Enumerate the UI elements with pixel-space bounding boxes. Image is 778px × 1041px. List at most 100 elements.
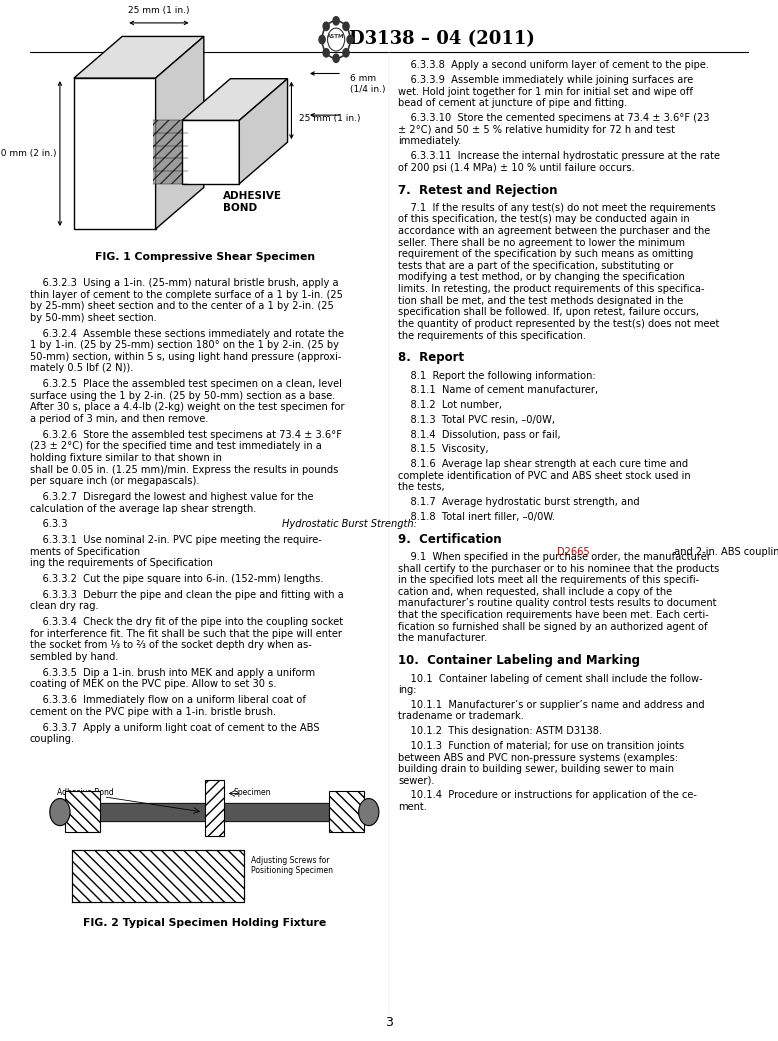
Text: complete identification of PVC and ABS sheet stock used in: complete identification of PVC and ABS s… [398, 471, 691, 481]
Text: 8.1.3  Total PVC resin, –0/0W,: 8.1.3 Total PVC resin, –0/0W, [398, 415, 555, 425]
Text: the quantity of product represented by the test(s) does not meet: the quantity of product represented by t… [398, 319, 720, 329]
Circle shape [343, 22, 349, 30]
Text: 6.3.2.6  Store the assembled test specimens at 73.4 ± 3.6°F: 6.3.2.6 Store the assembled test specime… [30, 430, 342, 439]
Text: a period of 3 min, and then remove.: a period of 3 min, and then remove. [30, 414, 208, 424]
Text: cement on the PVC pipe with a 1-in. bristle brush.: cement on the PVC pipe with a 1-in. bris… [30, 707, 275, 717]
Polygon shape [153, 121, 188, 183]
Text: 9.  Certification: 9. Certification [398, 533, 502, 545]
Text: Hydrostatic Burst Strength:: Hydrostatic Burst Strength: [282, 519, 417, 529]
Text: Specimen: Specimen [233, 788, 272, 797]
Circle shape [323, 49, 329, 57]
Polygon shape [329, 790, 364, 832]
Text: 8.1.6  Average lap shear strength at each cure time and: 8.1.6 Average lap shear strength at each… [398, 459, 689, 469]
Text: 6.3.3.2  Cut the pipe square into 6-in. (152-mm) lengths.: 6.3.3.2 Cut the pipe square into 6-in. (… [30, 574, 323, 584]
Text: 6.3.2.4  Assemble these sections immediately and rotate the: 6.3.2.4 Assemble these sections immediat… [30, 329, 344, 338]
Text: ments of Specification: ments of Specification [30, 547, 143, 557]
Text: 9.1  When specified in the purchase order, the manufacturer: 9.1 When specified in the purchase order… [398, 552, 711, 562]
Text: 8.1.5  Viscosity,: 8.1.5 Viscosity, [398, 445, 489, 454]
Text: 7.1  If the results of any test(s) do not meet the requirements: 7.1 If the results of any test(s) do not… [398, 203, 716, 212]
Polygon shape [65, 790, 100, 832]
Polygon shape [240, 79, 288, 183]
Text: coating of MEK on the PVC pipe. Allow to set 30 s.: coating of MEK on the PVC pipe. Allow to… [30, 680, 276, 689]
Text: thin layer of cement to the complete surface of a 1 by 1-in. (25: thin layer of cement to the complete sur… [30, 289, 342, 300]
Text: that the specification requirements have been met. Each certi-: that the specification requirements have… [398, 610, 710, 620]
Circle shape [323, 22, 329, 30]
Text: 6.3.3.3  Deburr the pipe and clean the pipe and fitting with a: 6.3.3.3 Deburr the pipe and clean the pi… [30, 590, 343, 600]
Text: 6.3.3.6  Immediately flow on a uniform liberal coat of: 6.3.3.6 Immediately flow on a uniform li… [30, 695, 306, 705]
Text: 8.1.7  Average hydrostatic burst strength, and: 8.1.7 Average hydrostatic burst strength… [398, 497, 640, 507]
Text: 6.3.3.10  Store the cemented specimens at 73.4 ± 3.6°F (23: 6.3.3.10 Store the cemented specimens at… [398, 113, 710, 123]
Text: 6.3.3.5  Dip a 1-in. brush into MEK and apply a uniform: 6.3.3.5 Dip a 1-in. brush into MEK and a… [30, 668, 314, 678]
Text: requirement of the specification by such means as omitting: requirement of the specification by such… [398, 249, 694, 259]
Text: 10.  Container Labeling and Marking: 10. Container Labeling and Marking [398, 654, 640, 667]
Text: 6.3.2.5  Place the assembled test specimen on a clean, level: 6.3.2.5 Place the assembled test specime… [30, 379, 342, 389]
Text: between ABS and PVC non-pressure systems (examples:: between ABS and PVC non-pressure systems… [398, 753, 678, 762]
Text: 8.1.1  Name of cement manufacturer,: 8.1.1 Name of cement manufacturer, [398, 385, 598, 396]
Text: per square inch (or megapascals).: per square inch (or megapascals). [30, 476, 199, 486]
Text: 8.1.2  Lot number,: 8.1.2 Lot number, [398, 400, 503, 410]
Text: ADHESIVE
BOND: ADHESIVE BOND [223, 192, 282, 212]
Text: tradename or trademark.: tradename or trademark. [398, 711, 524, 721]
Text: the requirements of this specification.: the requirements of this specification. [398, 330, 587, 340]
Text: of 200 psi (1.4 MPa) ± 10 % until failure occurs.: of 200 psi (1.4 MPa) ± 10 % until failur… [398, 162, 635, 173]
Circle shape [333, 17, 339, 25]
Text: of this specification, the test(s) may be conducted again in: of this specification, the test(s) may b… [398, 214, 690, 225]
Text: 1 by 1-in. (25 by 25-mm) section 180° on the 1 by 2-in. (25 by: 1 by 1-in. (25 by 25-mm) section 180° on… [30, 340, 338, 350]
Text: FIG. 1 Compressive Shear Specimen: FIG. 1 Compressive Shear Specimen [95, 252, 314, 262]
Text: accordance with an agreement between the purchaser and the: accordance with an agreement between the… [398, 226, 710, 236]
Text: cation and, when requested, shall include a copy of the: cation and, when requested, shall includ… [398, 587, 672, 596]
Text: limits. In retesting, the product requirements of this specifica-: limits. In retesting, the product requir… [398, 284, 705, 295]
Text: ± 2°C) and 50 ± 5 % relative humidity for 72 h and test: ± 2°C) and 50 ± 5 % relative humidity fo… [398, 125, 675, 134]
Text: and 2-in. ABS couplings meet-: and 2-in. ABS couplings meet- [671, 547, 778, 557]
Circle shape [50, 798, 70, 826]
Polygon shape [205, 780, 224, 836]
Text: (23 ± 2°C) for the specified time and test immediately in a: (23 ± 2°C) for the specified time and te… [30, 441, 321, 452]
Text: shall be 0.05 in. (1.25 mm)/min. Express the results in pounds: shall be 0.05 in. (1.25 mm)/min. Express… [30, 464, 338, 475]
Text: tests that are a part of the specification, substituting or: tests that are a part of the specificati… [398, 261, 674, 271]
Text: Adjusting Screws for
Positioning Specimen: Adjusting Screws for Positioning Specime… [251, 856, 333, 875]
Text: the socket from ⅓ to ⅔ of the socket depth dry when as-: the socket from ⅓ to ⅔ of the socket dep… [30, 640, 311, 651]
Text: 6.3.3.7  Apply a uniform light coat of cement to the ABS: 6.3.3.7 Apply a uniform light coat of ce… [30, 722, 319, 733]
Text: sewer).: sewer). [398, 776, 435, 786]
Text: 10.1.2  This designation: ASTM D3138.: 10.1.2 This designation: ASTM D3138. [398, 727, 602, 736]
Text: 8.1.8  Total inert filler, –0/0W.: 8.1.8 Total inert filler, –0/0W. [398, 512, 555, 522]
Text: manufacturer’s routine quality control tests results to document: manufacturer’s routine quality control t… [398, 599, 717, 608]
Text: specification shall be followed. If, upon retest, failure occurs,: specification shall be followed. If, upo… [398, 307, 699, 318]
Text: 6 mm
(1/4 in.): 6 mm (1/4 in.) [350, 74, 385, 94]
Text: clean dry rag.: clean dry rag. [30, 602, 98, 611]
Text: 50 mm (2 in.): 50 mm (2 in.) [0, 149, 56, 158]
Text: Adhesive Bond: Adhesive Bond [57, 788, 114, 797]
Text: by 50-mm) sheet section.: by 50-mm) sheet section. [30, 312, 156, 323]
Text: D3138 – 04 (2011): D3138 – 04 (2011) [349, 30, 534, 49]
Text: ASTM: ASTM [328, 34, 345, 39]
Text: ing the requirements of Specification: ing the requirements of Specification [30, 558, 216, 568]
Text: 8.  Report: 8. Report [398, 352, 464, 364]
Circle shape [333, 54, 339, 62]
Text: ment.: ment. [398, 802, 427, 812]
Text: 3: 3 [385, 1016, 393, 1029]
Text: for interference fit. The fit shall be such that the pipe will enter: for interference fit. The fit shall be s… [30, 629, 342, 639]
Text: 50-mm) section, within 5 s, using light hand pressure (approxi-: 50-mm) section, within 5 s, using light … [30, 352, 341, 362]
Text: bead of cement at juncture of pipe and fitting.: bead of cement at juncture of pipe and f… [398, 98, 628, 108]
Text: modifying a test method, or by changing the specification: modifying a test method, or by changing … [398, 273, 685, 282]
Text: D2665: D2665 [557, 547, 590, 557]
Text: shall certify to the purchaser or to his nominee that the products: shall certify to the purchaser or to his… [398, 563, 720, 574]
Circle shape [343, 49, 349, 57]
Text: 6.3.3.8  Apply a second uniform layer of cement to the pipe.: 6.3.3.8 Apply a second uniform layer of … [398, 60, 710, 71]
Text: seller. There shall be no agreement to lower the minimum: seller. There shall be no agreement to l… [398, 237, 685, 248]
Text: sembled by hand.: sembled by hand. [30, 652, 118, 662]
Text: 6.3.3.1  Use nominal 2-in. PVC pipe meeting the require-: 6.3.3.1 Use nominal 2-in. PVC pipe meeti… [30, 535, 321, 545]
Circle shape [319, 35, 325, 44]
Circle shape [347, 35, 353, 44]
Text: wet. Hold joint together for 1 min for initial set and wipe off: wet. Hold joint together for 1 min for i… [398, 86, 693, 97]
Polygon shape [74, 36, 204, 78]
Text: 6.3.3.9  Assemble immediately while joining surfaces are: 6.3.3.9 Assemble immediately while joini… [398, 75, 693, 85]
Text: fication so furnished shall be signed by an authorized agent of: fication so furnished shall be signed by… [398, 621, 708, 632]
Polygon shape [74, 78, 156, 229]
Text: holding fixture similar to that shown in: holding fixture similar to that shown in [30, 453, 225, 463]
Polygon shape [72, 849, 244, 902]
Text: surface using the 1 by 2-in. (25 by 50-mm) section as a base.: surface using the 1 by 2-in. (25 by 50-m… [30, 390, 335, 401]
Text: 8.1  Report the following information:: 8.1 Report the following information: [398, 371, 596, 381]
Text: 6.3.2.3  Using a 1-in. (25-mm) natural bristle brush, apply a: 6.3.2.3 Using a 1-in. (25-mm) natural br… [30, 278, 338, 288]
Text: the tests,: the tests, [398, 482, 445, 492]
